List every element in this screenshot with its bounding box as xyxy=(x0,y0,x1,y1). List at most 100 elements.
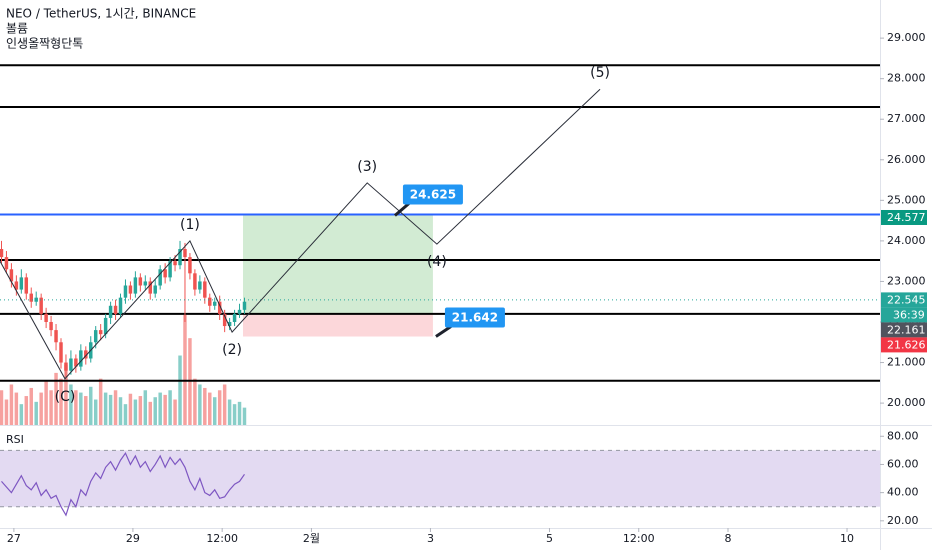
candle-body xyxy=(64,362,68,371)
x-tick-label: 2월 xyxy=(303,532,320,545)
x-tick-label: 5 xyxy=(546,532,553,545)
candle-body xyxy=(143,281,148,286)
volume-bar xyxy=(79,392,83,425)
candle-body xyxy=(188,257,192,274)
candle-body xyxy=(14,281,19,290)
volume-bar xyxy=(24,396,29,425)
volume-bar xyxy=(14,392,19,425)
volume-bar xyxy=(34,401,38,425)
candle-body xyxy=(113,305,118,314)
candle-body xyxy=(79,350,83,367)
y-tick-label: 28.000 xyxy=(887,72,926,85)
x-tick-label: 12:00 xyxy=(623,532,655,545)
candle-body xyxy=(133,277,138,294)
volume-bar xyxy=(227,399,232,425)
candle-body xyxy=(128,285,133,294)
callout-pointer xyxy=(435,325,452,338)
x-tick-label: 27 xyxy=(7,532,21,545)
candle-body xyxy=(148,281,152,294)
countdown-label: 36:39 xyxy=(893,308,925,321)
volume-bar xyxy=(59,378,63,425)
volume-bar xyxy=(103,392,108,425)
price-tag xyxy=(881,322,927,338)
price-tag xyxy=(881,292,927,308)
volume-bar xyxy=(143,390,148,425)
volume-bar xyxy=(118,397,123,425)
indicator-title: 인생올짝형단톡 xyxy=(6,37,83,51)
y-tick-label: 25.000 xyxy=(887,193,926,206)
candle-body xyxy=(212,301,217,306)
volume-bar xyxy=(54,372,58,425)
candle-body xyxy=(158,269,162,286)
candle-body xyxy=(44,313,48,322)
volume-bar xyxy=(183,315,187,425)
price-tag-label: 22.545 xyxy=(887,293,926,306)
candle-body xyxy=(54,330,58,343)
volume-bar xyxy=(178,355,182,425)
rsi-line xyxy=(1,451,245,517)
candle-body xyxy=(69,358,73,371)
volume-bar xyxy=(49,390,53,425)
candle-body xyxy=(0,248,4,258)
candle-body xyxy=(84,350,88,359)
volume-bar xyxy=(148,401,152,425)
callout-label: 21.642 xyxy=(452,311,498,325)
volume-bar xyxy=(123,404,128,425)
candle-body xyxy=(74,358,78,367)
y-tick-label: 26.000 xyxy=(887,153,926,166)
volume-bar xyxy=(84,396,88,425)
x-tick-label: 29 xyxy=(126,532,140,545)
y-tick-label: 21.000 xyxy=(887,356,926,369)
volume-title: 볼륨 xyxy=(6,22,28,36)
plot: 20.00021.00022.00023.00024.00025.00026.0… xyxy=(0,31,927,545)
candle-body xyxy=(193,273,197,290)
candle-body xyxy=(138,277,143,286)
candle-body xyxy=(49,321,53,331)
candle-body xyxy=(153,285,157,294)
rsi-y-tick-label: 40.00 xyxy=(887,486,919,499)
candle-body xyxy=(163,269,167,278)
callout-label: 24.625 xyxy=(410,188,456,202)
volume-bar xyxy=(29,387,33,425)
candle-body xyxy=(24,277,29,294)
candle-body xyxy=(242,301,247,310)
rsi-title: RSI xyxy=(6,433,24,446)
volume-bar xyxy=(242,407,247,425)
x-tick-label: 12:00 xyxy=(206,532,238,545)
rsi-y-tick-label: 20.00 xyxy=(887,514,919,527)
candle-body xyxy=(4,257,9,270)
volume-bar xyxy=(138,396,143,425)
x-tick-label: 8 xyxy=(725,532,732,545)
candle-body xyxy=(237,309,242,314)
callout-pointer xyxy=(393,202,410,217)
wave-label: (5) xyxy=(590,65,610,81)
candle-body xyxy=(173,261,177,266)
wave-line xyxy=(0,88,601,380)
price-tag-label: 22.161 xyxy=(887,323,926,336)
volume-bar xyxy=(9,384,14,425)
candle-body xyxy=(103,317,108,335)
wave-label: (C) xyxy=(55,389,76,405)
candle-body xyxy=(59,342,63,363)
y-tick-label: 20.000 xyxy=(887,396,926,409)
volume-bar xyxy=(203,387,207,425)
volume-bar xyxy=(113,390,118,425)
candle-body xyxy=(39,297,43,314)
candle-body xyxy=(98,330,103,335)
candle-body xyxy=(222,313,227,327)
candle-body xyxy=(93,330,98,343)
candle-body xyxy=(29,293,33,302)
volume-bar xyxy=(74,390,78,425)
volume-bar xyxy=(208,392,212,425)
volume-bar xyxy=(98,378,103,425)
volume-bar xyxy=(128,393,133,425)
volume-bar xyxy=(19,404,24,425)
volume-bar xyxy=(4,399,9,425)
volume-bar xyxy=(69,384,73,425)
volume-bar xyxy=(158,392,162,425)
volume-bar xyxy=(198,384,202,425)
price-tag xyxy=(881,337,927,353)
candle-body xyxy=(183,248,187,258)
